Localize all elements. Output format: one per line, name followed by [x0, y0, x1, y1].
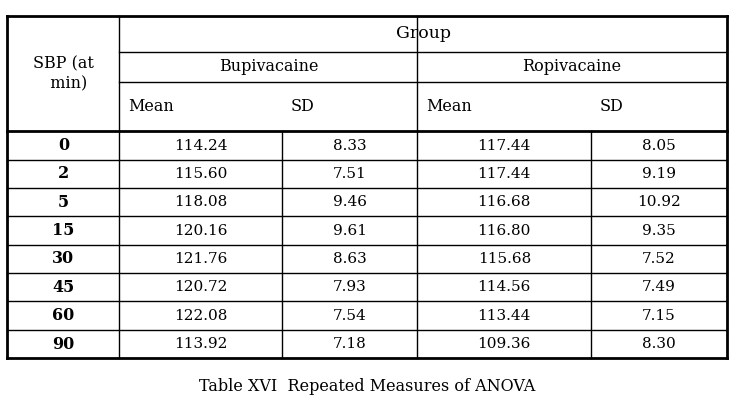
Text: 121.76: 121.76 — [174, 252, 228, 266]
Text: 115.60: 115.60 — [174, 167, 228, 181]
Text: Bupivacaine: Bupivacaine — [219, 58, 318, 75]
Text: 8.63: 8.63 — [333, 252, 366, 266]
Text: 113.92: 113.92 — [174, 337, 228, 351]
Text: 114.56: 114.56 — [478, 280, 531, 294]
Text: 2: 2 — [58, 166, 69, 182]
Text: 114.24: 114.24 — [174, 139, 228, 152]
Text: 120.16: 120.16 — [174, 224, 228, 238]
Text: SD: SD — [600, 98, 624, 115]
Text: 7.18: 7.18 — [333, 337, 366, 351]
Text: Mean: Mean — [128, 98, 174, 115]
Text: 122.08: 122.08 — [174, 309, 228, 323]
Text: 7.52: 7.52 — [642, 252, 676, 266]
Text: 9.19: 9.19 — [642, 167, 676, 181]
Text: 9.46: 9.46 — [333, 195, 366, 209]
Text: 30: 30 — [52, 250, 74, 267]
Text: 8.33: 8.33 — [333, 139, 366, 152]
Text: 8.30: 8.30 — [642, 337, 676, 351]
Text: 118.08: 118.08 — [174, 195, 228, 209]
Text: 7.93: 7.93 — [333, 280, 366, 294]
Text: Ropivacaine: Ropivacaine — [523, 58, 622, 75]
Text: 7.15: 7.15 — [642, 309, 676, 323]
Text: 113.44: 113.44 — [478, 309, 531, 323]
Text: SBP (at
  min): SBP (at min) — [33, 55, 94, 92]
Text: 7.54: 7.54 — [333, 309, 366, 323]
Text: 116.80: 116.80 — [478, 224, 531, 238]
Text: SD: SD — [291, 98, 314, 115]
Text: 120.72: 120.72 — [174, 280, 228, 294]
Text: 7.49: 7.49 — [642, 280, 676, 294]
Text: 109.36: 109.36 — [478, 337, 531, 351]
Text: 115.68: 115.68 — [478, 252, 531, 266]
Text: 10.92: 10.92 — [637, 195, 681, 209]
Text: 9.35: 9.35 — [642, 224, 676, 238]
Text: 116.68: 116.68 — [478, 195, 531, 209]
Text: 9.61: 9.61 — [333, 224, 366, 238]
Text: 117.44: 117.44 — [478, 167, 531, 181]
Text: 0: 0 — [58, 137, 69, 154]
Text: 7.51: 7.51 — [333, 167, 366, 181]
Text: 117.44: 117.44 — [478, 139, 531, 152]
Text: Group: Group — [396, 25, 451, 42]
Text: 8.05: 8.05 — [642, 139, 676, 152]
Text: 60: 60 — [52, 307, 75, 324]
Text: Table XVI  Repeated Measures of ANOVA: Table XVI Repeated Measures of ANOVA — [199, 378, 535, 394]
Text: 90: 90 — [52, 336, 75, 353]
Text: Mean: Mean — [426, 98, 472, 115]
Text: 15: 15 — [52, 222, 75, 239]
Text: 5: 5 — [58, 194, 69, 211]
Text: 45: 45 — [52, 279, 75, 296]
